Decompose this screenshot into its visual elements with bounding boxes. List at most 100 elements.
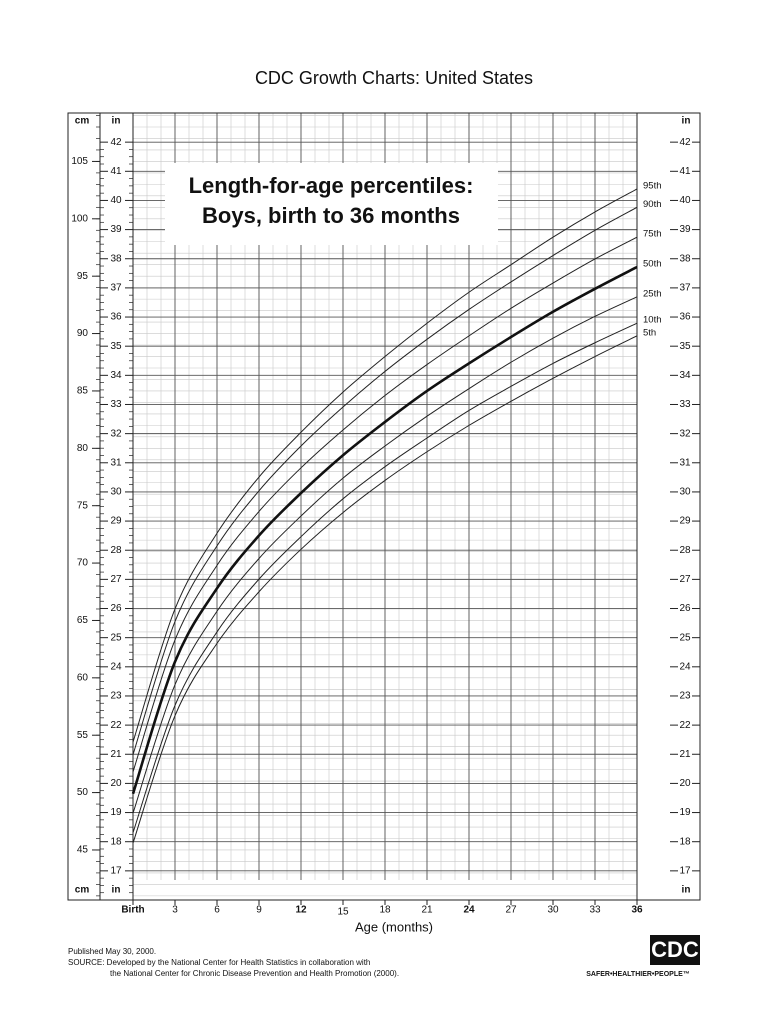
- y2-tick-label: 32: [679, 428, 691, 439]
- y2-tick-label: 17: [679, 865, 691, 876]
- percentile-line: [132, 335, 638, 844]
- y2-tick-label: 32: [110, 428, 122, 439]
- y-tick-label: 80: [77, 443, 89, 454]
- y2-tick-label: 33: [110, 399, 122, 410]
- y2-tick-label: 29: [110, 516, 122, 527]
- y2-tick-label: 23: [110, 691, 122, 702]
- footer-line: the National Center for Chronic Disease …: [110, 969, 399, 978]
- y2-tick-label: 39: [110, 224, 122, 235]
- y-tick-label: 65: [77, 615, 89, 626]
- percentile-line: [132, 236, 638, 773]
- series-label: 10th: [643, 315, 662, 326]
- y2-tick-label: 22: [679, 720, 691, 731]
- y2-tick-label: 21: [110, 749, 122, 760]
- percentile-line: [132, 322, 638, 833]
- percentile-line: [132, 188, 638, 743]
- x-tick-label: 3: [172, 905, 178, 916]
- x-tick-label: 6: [214, 905, 220, 916]
- y2-tick-label: 18: [110, 836, 122, 847]
- y2-tick-label: 27: [110, 574, 122, 585]
- y-tick-label: 105: [71, 156, 88, 167]
- footer-line: Published May 30, 2000.: [68, 947, 156, 956]
- y2-tick-label: 30: [679, 487, 691, 498]
- chart-frame: [67, 112, 701, 901]
- x-tick-label: 21: [421, 905, 433, 916]
- percentile-line: [132, 206, 638, 755]
- footer-line: SOURCE: Developed by the National Center…: [68, 958, 370, 967]
- y-tick-label: 85: [77, 386, 89, 397]
- y2-axis-unit: in: [682, 116, 691, 127]
- y2-tick-label: 34: [679, 370, 691, 381]
- y2-tick-label: 40: [110, 195, 122, 206]
- subtitle: Boys, birth to 36 months: [202, 203, 460, 228]
- y-tick-label: 95: [77, 271, 89, 282]
- y2-tick-label: 38: [110, 253, 122, 264]
- y-tick-label: 60: [77, 672, 89, 683]
- y2-tick-label: 28: [110, 545, 122, 556]
- y2-tick-label: 41: [679, 166, 691, 177]
- y2-tick-label: 28: [679, 545, 691, 556]
- y2-tick-label: 25: [110, 632, 122, 643]
- y2-tick-label: 25: [679, 632, 691, 643]
- logo-tagline: SAFER•HEALTHIER•PEOPLE™: [586, 971, 690, 978]
- subtitle-box: [165, 163, 498, 245]
- y-tick-label: 70: [77, 558, 89, 569]
- x-tick-label: 33: [589, 905, 601, 916]
- y-tick-label: 50: [77, 787, 89, 798]
- y2-tick-label: 27: [679, 574, 691, 585]
- y2-tick-label: 26: [679, 603, 691, 614]
- y2-axis-unit: in: [682, 885, 691, 896]
- x-tick-label: 24: [463, 905, 475, 916]
- x-tick-label: 30: [547, 905, 559, 916]
- y2-tick-label: 42: [110, 137, 122, 148]
- y2-tick-label: 36: [110, 312, 122, 323]
- y2-tick-label: 41: [110, 166, 122, 177]
- y2-tick-label: 19: [679, 807, 691, 818]
- series-label: 5th: [643, 327, 656, 338]
- y2-tick-label: 21: [679, 749, 691, 760]
- y2-tick-label: 42: [679, 137, 691, 148]
- y2-tick-label: 23: [679, 691, 691, 702]
- y2-tick-label: 40: [679, 195, 691, 206]
- subtitle: Length-for-age percentiles:: [189, 173, 474, 198]
- x-tick-label: 36: [631, 905, 643, 916]
- x-tick-label: 15: [337, 907, 349, 918]
- y2-tick-label: 38: [679, 253, 691, 264]
- y2-tick-label: 26: [110, 603, 122, 614]
- y2-tick-label: 18: [679, 836, 691, 847]
- y-axis-unit: cm: [75, 885, 90, 896]
- y-axis-unit: cm: [75, 116, 90, 127]
- y2-tick-label: 39: [679, 224, 691, 235]
- x-tick-label: Birth: [121, 905, 144, 916]
- y2-tick-label: 29: [679, 516, 691, 527]
- logo: CDC: [651, 937, 699, 962]
- y2-tick-label: 31: [110, 457, 122, 468]
- x-tick-label: 27: [505, 905, 517, 916]
- y-tick-label: 55: [77, 730, 89, 741]
- series-label: 90th: [643, 199, 662, 210]
- y2-axis-unit: in: [112, 885, 121, 896]
- y2-tick-label: 24: [110, 661, 122, 672]
- y2-tick-label: 24: [679, 661, 691, 672]
- logo-box: [650, 935, 700, 965]
- series-label: 95th: [643, 180, 662, 191]
- percentile-line: [132, 296, 638, 814]
- series-label: 50th: [643, 259, 662, 270]
- y2-tick-label: 31: [679, 457, 691, 468]
- series-label: 75th: [643, 229, 662, 240]
- y2-tick-label: 37: [110, 283, 122, 294]
- y2-axis-unit: in: [112, 116, 121, 127]
- y-tick-label: 90: [77, 328, 89, 339]
- y-tick-label: 100: [71, 213, 88, 224]
- y2-tick-label: 19: [110, 807, 122, 818]
- y2-tick-label: 30: [110, 487, 122, 498]
- x-axis-label: Age (months): [355, 919, 433, 934]
- y2-tick-label: 33: [679, 399, 691, 410]
- x-tick-label: 18: [379, 905, 391, 916]
- series-label: 25th: [643, 288, 662, 299]
- percentile-line: [131, 265, 638, 795]
- chart-title: CDC Growth Charts: United States: [255, 68, 533, 88]
- y2-tick-label: 35: [110, 341, 122, 352]
- y2-tick-label: 20: [110, 778, 122, 789]
